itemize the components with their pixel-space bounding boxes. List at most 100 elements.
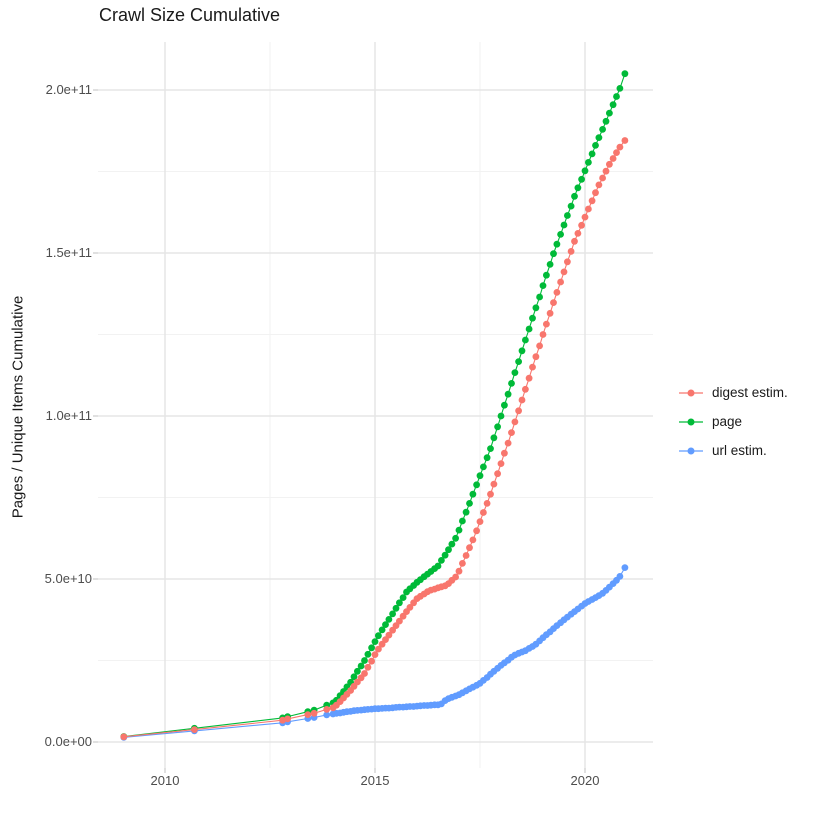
legend-item-label: page xyxy=(712,414,743,429)
data-point xyxy=(473,527,480,535)
data-point xyxy=(385,631,393,639)
x-axis-tick-label: 2020 xyxy=(570,773,600,788)
legend-item-page: page xyxy=(678,407,788,436)
data-point xyxy=(483,500,491,507)
data-point xyxy=(487,445,494,452)
data-point xyxy=(602,117,610,125)
data-point xyxy=(497,412,505,420)
data-point xyxy=(284,715,291,723)
data-point xyxy=(532,304,540,312)
data-point xyxy=(120,733,128,741)
data-point xyxy=(396,599,403,607)
data-point xyxy=(536,293,543,301)
data-point xyxy=(462,508,470,516)
data-point xyxy=(483,454,491,462)
data-point xyxy=(191,726,198,733)
data-point xyxy=(371,651,379,658)
data-point xyxy=(543,271,550,279)
data-point xyxy=(578,221,585,229)
data-point xyxy=(592,142,599,149)
data-point xyxy=(567,202,575,210)
legend: digest estim. page url estim. xyxy=(678,378,788,465)
data-point xyxy=(466,500,473,507)
data-point xyxy=(487,490,494,498)
data-point xyxy=(539,282,547,289)
data-point xyxy=(522,385,529,393)
data-point xyxy=(364,650,372,658)
data-point xyxy=(304,711,312,718)
data-point xyxy=(557,231,564,238)
data-point xyxy=(455,567,463,575)
data-point xyxy=(392,604,400,612)
legend-item-label: digest estim. xyxy=(712,385,788,400)
data-point xyxy=(557,278,564,286)
data-point xyxy=(613,149,620,157)
data-point xyxy=(581,167,589,175)
data-point xyxy=(504,439,512,447)
data-point xyxy=(609,101,617,109)
data-point xyxy=(501,401,508,409)
chart-title: Crawl Size Cumulative xyxy=(99,5,281,25)
data-point xyxy=(494,470,501,478)
legend-item-digest-estim: digest estim. xyxy=(678,378,788,407)
data-point xyxy=(473,481,480,489)
x-axis-tick-label: 2015 xyxy=(360,773,390,788)
data-point xyxy=(616,85,624,92)
data-point xyxy=(585,159,592,166)
legend-key-point-icon xyxy=(679,447,703,454)
data-point xyxy=(571,192,578,200)
data-point xyxy=(490,480,498,488)
data-point xyxy=(441,551,449,559)
data-point xyxy=(389,610,396,618)
data-point xyxy=(616,143,624,151)
data-point xyxy=(621,564,629,571)
legend-item-label: url estim. xyxy=(712,443,767,458)
data-point xyxy=(350,673,358,681)
legend-key-point-icon xyxy=(679,389,703,396)
data-point xyxy=(452,573,459,581)
data-point xyxy=(595,181,603,189)
data-point xyxy=(609,155,617,162)
data-point xyxy=(323,706,331,713)
data-point xyxy=(574,184,582,192)
data-point xyxy=(585,205,592,213)
data-point xyxy=(539,331,547,338)
y-axis-title: Pages / Unique Items Cumulative xyxy=(9,295,27,519)
data-point xyxy=(354,667,361,675)
data-point xyxy=(553,289,561,296)
data-point xyxy=(511,369,519,376)
data-point xyxy=(567,248,575,255)
data-point xyxy=(621,137,629,144)
series-page xyxy=(120,70,629,740)
data-point xyxy=(378,626,386,634)
data-point xyxy=(602,167,610,175)
data-point xyxy=(560,221,568,229)
data-point xyxy=(613,93,620,100)
y-axis-tick-label: 2.0e+11 xyxy=(45,82,92,97)
data-point xyxy=(466,544,473,552)
data-point xyxy=(511,418,519,426)
data-point xyxy=(508,429,515,436)
data-point xyxy=(508,380,515,387)
data-point xyxy=(616,573,624,580)
data-point xyxy=(588,150,596,158)
data-point xyxy=(480,509,487,516)
data-point xyxy=(382,621,389,628)
y-axis-tick-label: 1.5e+11 xyxy=(45,245,92,260)
data-point xyxy=(564,258,571,266)
data-point xyxy=(494,423,501,431)
data-point xyxy=(525,374,533,382)
data-point xyxy=(606,160,613,168)
data-point xyxy=(480,463,487,471)
data-point xyxy=(599,174,606,182)
data-point xyxy=(310,709,318,717)
data-point xyxy=(543,320,550,328)
data-point xyxy=(546,309,554,317)
data-point xyxy=(452,534,459,542)
data-point xyxy=(459,560,466,567)
data-point xyxy=(448,540,456,548)
data-point xyxy=(375,645,382,653)
data-point xyxy=(532,353,540,361)
data-point xyxy=(553,240,561,248)
